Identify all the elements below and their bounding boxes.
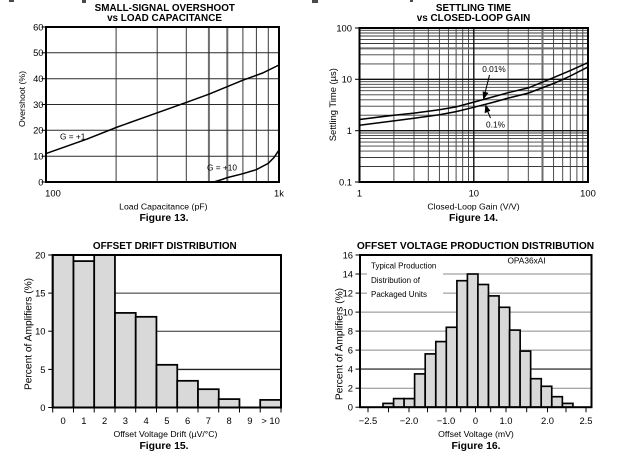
svg-text:2: 2: [348, 383, 353, 394]
svg-text:1.0: 1.0: [499, 415, 512, 426]
svg-text:7: 7: [206, 415, 211, 426]
svg-text:4: 4: [143, 415, 148, 426]
svg-text:3: 3: [123, 415, 128, 426]
svg-text:Figure 13.: Figure 13.: [139, 213, 188, 224]
svg-text:Offset Voltage (mV): Offset Voltage (mV): [438, 429, 514, 439]
svg-text:16: 16: [343, 249, 353, 260]
svg-text:4: 4: [348, 364, 353, 375]
svg-text:2.5: 2.5: [579, 415, 592, 426]
svg-text:vs LOAD CAPACITANCE: vs LOAD CAPACITANCE: [107, 13, 222, 24]
svg-text:> 10: > 10: [261, 415, 280, 426]
svg-text:1: 1: [347, 125, 352, 136]
svg-text:Distribution of: Distribution of: [371, 276, 421, 285]
svg-text:Load Capacitance (pF): Load Capacitance (pF): [119, 202, 207, 212]
svg-text:10: 10: [343, 307, 353, 318]
svg-text:9: 9: [247, 415, 252, 426]
svg-text:Figure 16.: Figure 16.: [451, 441, 500, 452]
svg-text:100: 100: [336, 22, 352, 33]
svg-text:20: 20: [33, 125, 43, 136]
svg-text:10: 10: [33, 151, 43, 162]
svg-text:1k: 1k: [274, 188, 284, 199]
svg-text:40: 40: [33, 73, 43, 84]
svg-text:0.01%: 0.01%: [482, 64, 506, 74]
svg-text:15: 15: [35, 288, 45, 299]
svg-text:2.0: 2.0: [541, 415, 554, 426]
svg-text:Offset Voltage Drift (µV/°C): Offset Voltage Drift (µV/°C): [114, 429, 218, 439]
svg-text:Closed-Loop Gain (V/V): Closed-Loop Gain (V/V): [427, 202, 519, 212]
svg-text:5: 5: [40, 364, 45, 375]
svg-text:Figure 15.: Figure 15.: [139, 441, 188, 452]
svg-text:−2.0: −2.0: [400, 415, 419, 426]
svg-text:14: 14: [343, 268, 353, 279]
svg-text:Settling Time (µs): Settling Time (µs): [327, 68, 338, 141]
svg-text:0.1%: 0.1%: [486, 120, 506, 130]
svg-text:2: 2: [102, 415, 107, 426]
svg-text:8: 8: [226, 415, 231, 426]
svg-text:OPA36xAI: OPA36xAI: [507, 256, 545, 266]
svg-text:Percent of Amplifiers (%): Percent of Amplifiers (%): [24, 278, 35, 390]
svg-text:Figure 14.: Figure 14.: [449, 213, 498, 224]
svg-text:10: 10: [342, 74, 352, 85]
svg-text:0: 0: [473, 415, 478, 426]
svg-text:100: 100: [580, 188, 596, 199]
svg-text:G = +1: G = +1: [60, 132, 86, 142]
svg-text:Percent of Amplifiers (%): Percent of Amplifiers (%): [335, 288, 346, 400]
svg-text:6: 6: [348, 345, 353, 356]
svg-text:12: 12: [343, 287, 353, 298]
svg-text:20: 20: [35, 249, 45, 260]
svg-text:vs CLOSED-LOOP GAIN: vs CLOSED-LOOP GAIN: [417, 13, 530, 24]
svg-text:1: 1: [81, 415, 86, 426]
svg-text:Packaged Units: Packaged Units: [371, 290, 427, 299]
svg-text:G = +10: G = +10: [207, 163, 237, 173]
svg-text:Overshoot (%): Overshoot (%): [17, 71, 27, 127]
svg-text:0: 0: [40, 402, 45, 413]
svg-text:1: 1: [357, 188, 362, 199]
svg-text:6: 6: [185, 415, 190, 426]
svg-text:OFFSET DRIFT DISTRIBUTION: OFFSET DRIFT DISTRIBUTION: [93, 241, 237, 252]
svg-text:5: 5: [164, 415, 169, 426]
svg-text:100: 100: [45, 188, 61, 199]
svg-text:SMALL-SIGNAL OVERSHOOT: SMALL-SIGNAL OVERSHOOT: [95, 3, 235, 14]
svg-text:8: 8: [348, 326, 353, 337]
svg-text:10: 10: [35, 326, 45, 337]
svg-text:60: 60: [33, 21, 43, 32]
svg-text:30: 30: [33, 99, 43, 110]
svg-text:SETTLING TIME: SETTLING TIME: [436, 3, 512, 14]
svg-text:OFFSET VOLTAGE PRODUCTION DIST: OFFSET VOLTAGE PRODUCTION DISTRIBUTION: [357, 241, 594, 252]
svg-text:Typical Production: Typical Production: [371, 261, 436, 270]
svg-text:0.1: 0.1: [339, 176, 352, 187]
svg-text:−2.5: −2.5: [359, 415, 378, 426]
svg-text:0: 0: [348, 402, 353, 413]
svg-text:0: 0: [60, 415, 65, 426]
svg-text:−1.0: −1.0: [437, 415, 456, 426]
svg-text:10: 10: [469, 188, 479, 199]
svg-text:0: 0: [38, 176, 43, 187]
svg-text:50: 50: [33, 47, 43, 58]
